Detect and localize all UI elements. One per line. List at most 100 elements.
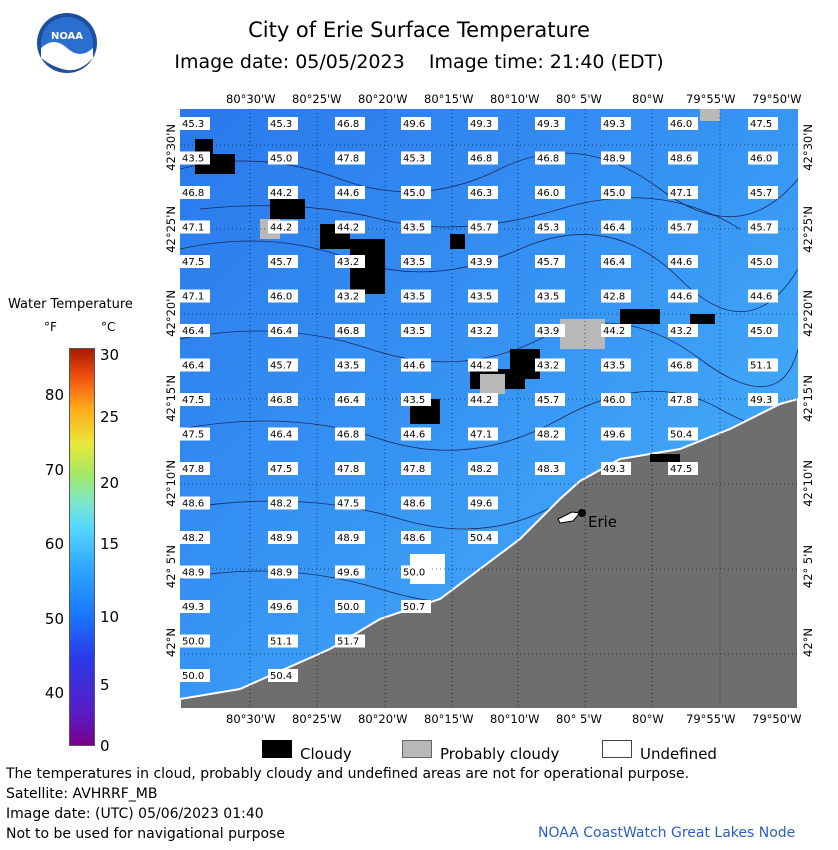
temperature-value: 46.8 <box>468 151 498 165</box>
temperature-value-text: 43.2 <box>537 361 559 372</box>
temperature-value-text: 46.8 <box>337 326 359 337</box>
temperature-value-text: 45.7 <box>470 223 492 234</box>
erie-city-marker: Erie <box>557 509 617 531</box>
temperature-value: 43.2 <box>668 324 698 337</box>
temperature-value: 44.2 <box>268 220 298 234</box>
temperature-value: 49.6 <box>268 600 298 613</box>
temperature-value: 46.8 <box>335 427 365 441</box>
temperature-value-text: 46.4 <box>182 326 204 337</box>
temperature-value-text: 47.5 <box>182 430 204 441</box>
temperature-value-text: 49.3 <box>603 464 625 475</box>
temperature-value-text: 47.5 <box>337 499 359 510</box>
temperature-value-text: 48.2 <box>270 499 292 510</box>
temperature-value-text: 42.8 <box>603 292 625 303</box>
longitude-label: 80°25'W <box>292 712 342 726</box>
longitude-label: 80°W <box>632 712 664 726</box>
temperature-value: 44.6 <box>401 427 431 441</box>
temperature-value: 44.2 <box>468 358 498 372</box>
temperature-value: 47.8 <box>180 462 210 475</box>
temperature-value: 48.6 <box>180 496 210 510</box>
temperature-value-text: 49.3 <box>750 395 772 406</box>
temperature-value-text: 47.5 <box>750 119 772 130</box>
temperature-value-text: 44.2 <box>337 223 359 234</box>
undefined-swatch <box>602 740 632 758</box>
noaa-logo: NOAA <box>36 12 98 74</box>
temperature-value-text: 48.9 <box>182 568 204 579</box>
temperature-value-text: 46.8 <box>670 361 692 372</box>
temperature-value: 44.6 <box>748 289 778 303</box>
temperature-value-text: 50.0 <box>182 637 204 648</box>
temperature-value: 48.2 <box>535 427 565 441</box>
temperature-value: 46.4 <box>601 255 631 268</box>
longitude-label: 80°25'W <box>292 92 342 106</box>
temperature-value-text: 48.2 <box>537 430 559 441</box>
temperature-value: 51.1 <box>268 634 298 648</box>
temperature-value-text: 46.0 <box>603 395 625 406</box>
temperature-value-text: 46.8 <box>337 430 359 441</box>
temperature-value-text: 44.2 <box>470 395 492 406</box>
temperature-value-text: 44.6 <box>670 292 692 303</box>
temperature-value: 48.6 <box>401 496 431 510</box>
temperature-value-text: 47.5 <box>182 395 204 406</box>
temperature-value-text: 51.1 <box>750 361 772 372</box>
latitude-label: 42° 5'N <box>801 545 815 589</box>
temperature-value-text: 43.5 <box>470 292 492 303</box>
temperature-value-text: 47.1 <box>470 430 492 441</box>
temperature-value: 45.7 <box>748 186 778 199</box>
temperature-value-text: 48.2 <box>470 464 492 475</box>
temperature-value: 46.0 <box>601 393 631 406</box>
latitude-label: 42°20'N <box>801 290 815 337</box>
temperature-value: 49.6 <box>601 427 631 441</box>
erie-label: Erie <box>588 513 617 531</box>
temperature-value: 46.4 <box>180 358 210 372</box>
longitude-label: 80°W <box>632 92 664 106</box>
temperature-value: 45.7 <box>535 393 565 406</box>
latitude-label: 42° 5'N <box>164 545 178 589</box>
temperature-value: 50.4 <box>468 531 498 544</box>
temperature-value-text: 43.5 <box>182 154 204 165</box>
latitude-label: 42°15'N <box>801 375 815 422</box>
temperature-value-text: 49.3 <box>470 119 492 130</box>
temperature-value-text: 48.9 <box>270 533 292 544</box>
temperature-value: 48.2 <box>180 531 210 544</box>
temperature-value-text: 43.5 <box>403 257 425 268</box>
temperature-value: 51.1 <box>748 358 778 372</box>
temperature-value-text: 43.5 <box>403 292 425 303</box>
temperature-value-text: 46.8 <box>270 395 292 406</box>
cloudy-label: Cloudy <box>300 745 352 763</box>
colorbar-tick-f: 80 <box>44 386 64 404</box>
temperature-value: 44.6 <box>668 289 698 303</box>
temperature-value: 44.2 <box>468 393 498 406</box>
temperature-value: 46.8 <box>335 324 365 337</box>
latitude-label: 42°20'N <box>164 290 178 337</box>
colorbar-tick-c: 30 <box>100 346 120 364</box>
temperature-value: 43.5 <box>468 289 498 303</box>
temperature-value-text: 45.0 <box>403 188 425 199</box>
colorbar-tick-f: 70 <box>44 461 64 479</box>
temperature-value-text: 46.0 <box>750 154 772 165</box>
temperature-value: 46.0 <box>268 289 298 303</box>
credit-text: NOAA CoastWatch Great Lakes Node <box>538 825 796 841</box>
temperature-value: 50.0 <box>401 565 431 579</box>
temperature-value-text: 46.0 <box>537 188 559 199</box>
temperature-value: 43.2 <box>335 255 365 268</box>
latitude-label: 42°10'N <box>164 460 178 507</box>
navigation-warning: Not to be used for navigational purpose <box>6 826 285 842</box>
temperature-value: 45.0 <box>401 186 431 199</box>
temperature-value-text: 43.2 <box>337 292 359 303</box>
longitude-label: 80°20'W <box>358 92 408 106</box>
temperature-value-text: 48.9 <box>270 568 292 579</box>
legend-title: Water Temperature <box>8 297 133 312</box>
temperature-value: 47.5 <box>180 393 210 406</box>
temperature-value-text: 43.5 <box>537 292 559 303</box>
temperature-value-text: 49.6 <box>603 430 625 441</box>
temperature-value-text: 43.5 <box>403 326 425 337</box>
temperature-value-text: 47.8 <box>337 154 359 165</box>
temperature-value-text: 43.5 <box>403 223 425 234</box>
temperature-value-text: 43.9 <box>537 326 559 337</box>
temperature-value-text: 45.7 <box>537 257 559 268</box>
temperature-value: 45.3 <box>535 220 565 234</box>
temperature-value: 43.9 <box>535 324 565 337</box>
temperature-value-text: 46.3 <box>470 188 492 199</box>
temperature-value: 46.4 <box>268 324 298 337</box>
